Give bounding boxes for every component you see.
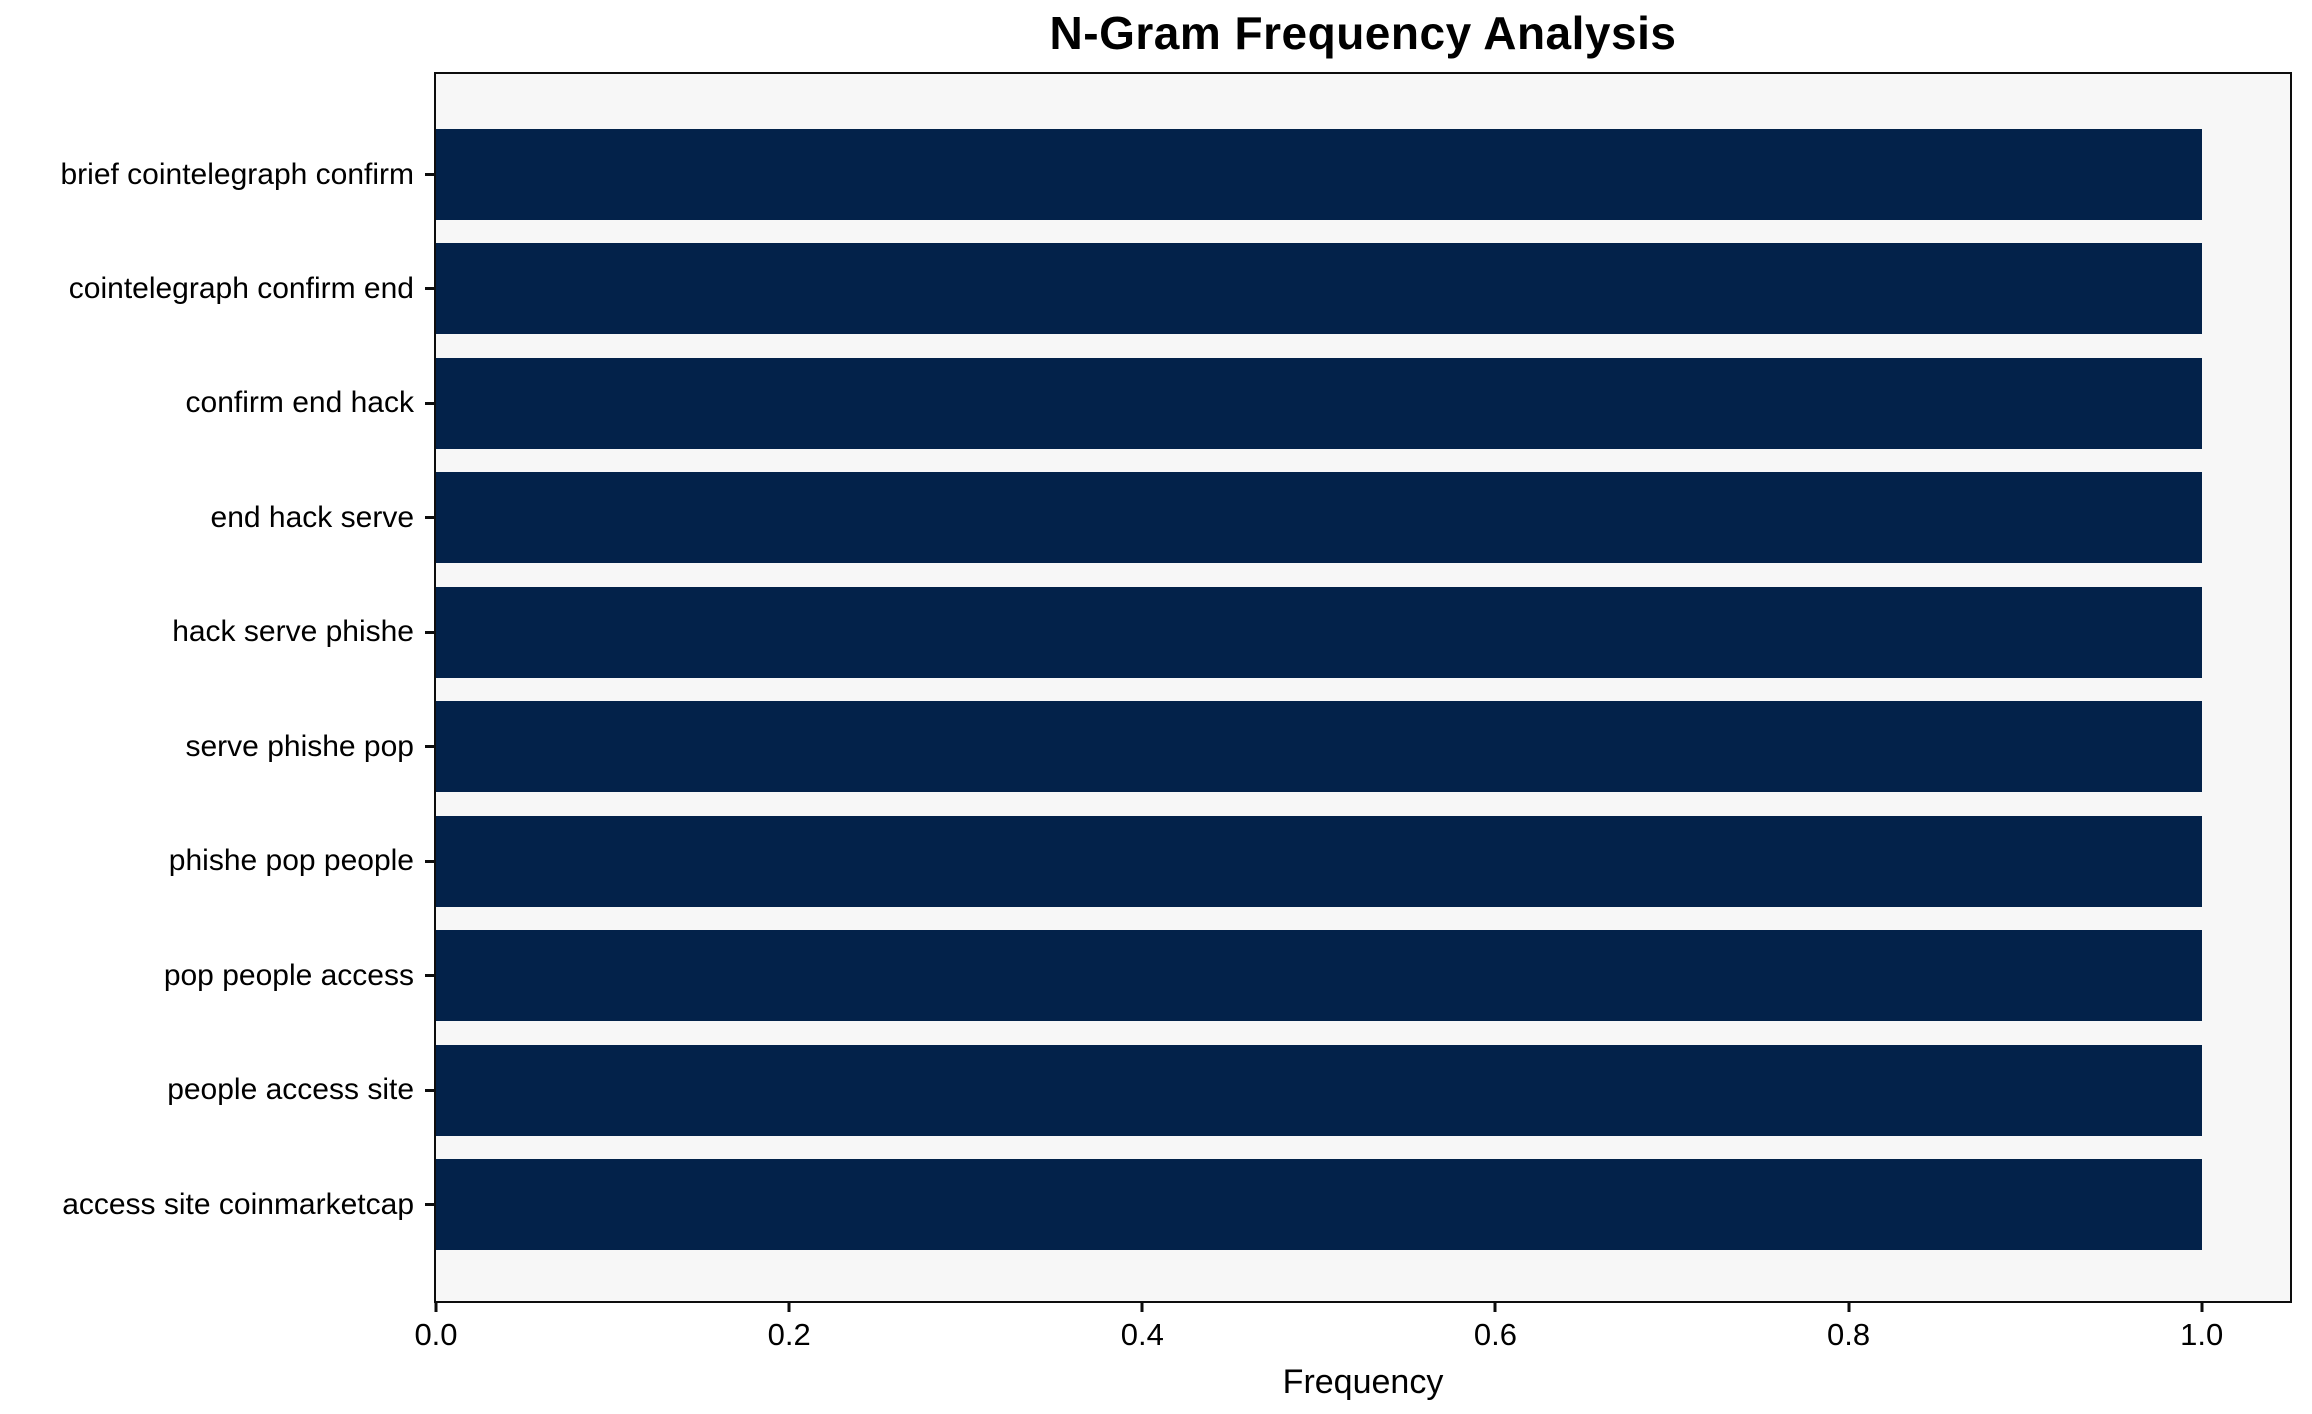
y-tick-mark (425, 974, 436, 978)
bar (436, 129, 2202, 220)
y-tick-label: people access site (167, 1073, 414, 1107)
x-tick-label: 0.2 (767, 1317, 811, 1352)
bar (436, 243, 2202, 335)
y-tick-label: confirm end hack (185, 386, 414, 420)
x-tick-mark (1493, 1301, 1497, 1312)
x-tick-mark (2200, 1301, 2204, 1312)
bar (436, 1044, 2202, 1136)
y-tick-mark (425, 401, 436, 405)
bar (436, 930, 2202, 1022)
y-tick-mark (425, 173, 436, 176)
x-tick-label: 0.6 (1473, 1317, 1517, 1352)
bar (436, 357, 2202, 449)
y-tick-mark (425, 859, 436, 863)
bar (436, 472, 2202, 564)
x-axis-label: Frequency (1282, 1363, 1444, 1401)
y-tick-label: cointelegraph confirm end (68, 271, 414, 305)
x-tick-mark (1847, 1301, 1851, 1312)
bar (436, 815, 2202, 907)
plot-area: Frequency brief cointelegraph confirm coi… (60, 72, 2292, 1401)
y-tick-label: pop people access (163, 958, 414, 992)
x-tick-label: 0.8 (1827, 1317, 1871, 1352)
y-tick-mark (425, 745, 436, 749)
x-tick-mark (1140, 1301, 1144, 1312)
y-tick-label: phishe pop people (168, 844, 414, 878)
y-tick-mark (425, 1203, 436, 1206)
y-tick-mark (425, 630, 436, 634)
y-tick-mark (425, 1088, 436, 1092)
y-tick-mark (425, 516, 436, 520)
y-tick-label: brief cointelegraph confirm (60, 157, 414, 191)
y-tick-label: serve phishe pop (185, 729, 415, 763)
y-tick-label: hack serve phishe (172, 615, 414, 649)
y-tick-mark (425, 287, 436, 291)
x-tick-mark (434, 1301, 438, 1312)
bar (436, 586, 2202, 678)
x-tick-label: 0.4 (1120, 1317, 1164, 1352)
x-tick-mark (787, 1301, 791, 1312)
y-tick-label: access site coinmarketcap (62, 1187, 414, 1221)
bar (436, 1159, 2202, 1250)
y-tick-label: end hack serve (210, 500, 414, 534)
x-tick-label: 1.0 (2180, 1317, 2224, 1352)
x-tick-label: 0.0 (414, 1317, 458, 1352)
chart-title: N-Gram Frequency Analysis (1049, 7, 1677, 59)
bar (436, 701, 2202, 793)
